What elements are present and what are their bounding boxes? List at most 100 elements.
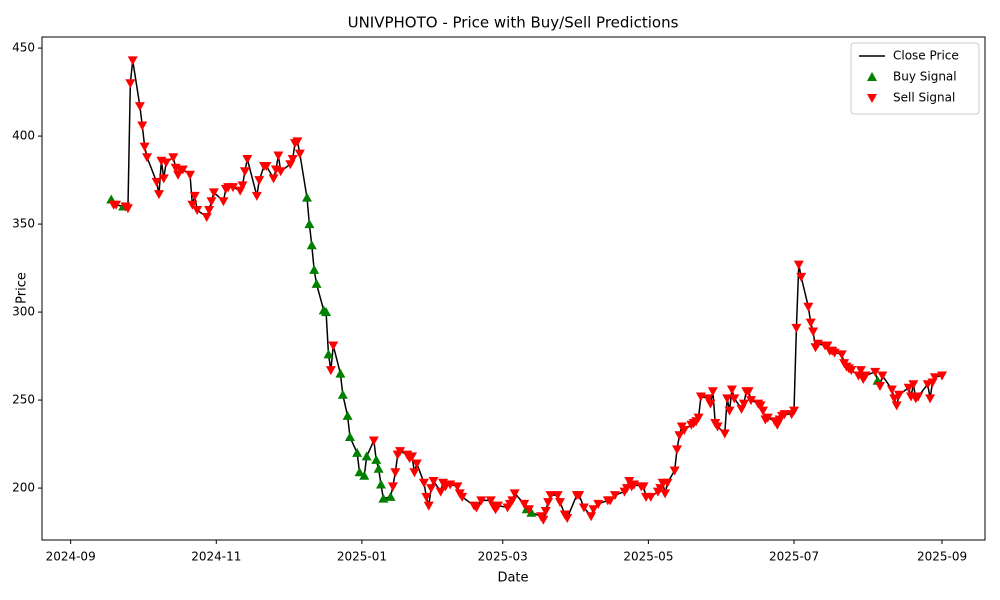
x-axis-label: Date <box>497 571 528 586</box>
legend-label: Buy Signal <box>893 70 957 84</box>
legend-label: Sell Signal <box>893 91 955 105</box>
sell-marker <box>894 390 905 400</box>
x-tick-label: 2025-09 <box>917 550 967 564</box>
sell-marker <box>738 399 749 409</box>
sell-marker <box>672 445 683 455</box>
sell-marker <box>125 79 136 89</box>
sell-marker <box>779 410 790 420</box>
x-tick-label: 2025-03 <box>478 550 528 564</box>
sell-marker <box>328 341 339 351</box>
sell-marker <box>457 492 468 502</box>
x-tick-label: 2024-11 <box>191 550 241 564</box>
sell-marker <box>543 498 554 508</box>
sell-marker <box>428 477 439 487</box>
sell-marker <box>540 506 551 516</box>
sell-marker <box>201 213 212 223</box>
y-tick-label: 450 <box>12 41 35 55</box>
sell-marker <box>127 56 138 66</box>
sell-marker <box>860 371 871 381</box>
sell-marker <box>793 260 804 270</box>
sell-marker <box>395 447 406 457</box>
sell-marker <box>755 401 766 411</box>
sell-marker <box>645 492 656 502</box>
buy-marker <box>304 219 315 229</box>
buy-marker <box>359 470 370 480</box>
sell-marker <box>726 385 737 395</box>
x-tick-label: 2025-05 <box>623 550 673 564</box>
sell-marker <box>578 503 589 513</box>
sell-marker <box>662 478 673 488</box>
sell-marker <box>874 382 885 392</box>
sell-marker <box>185 170 196 180</box>
sell-marker <box>208 188 219 198</box>
sell-marker <box>519 499 530 509</box>
sell-marker <box>624 477 635 487</box>
y-tick-label: 300 <box>12 305 35 319</box>
sell-marker <box>555 498 566 508</box>
sell-marker <box>261 162 272 172</box>
buy-marker <box>311 278 322 288</box>
sell-marker <box>192 206 203 216</box>
sell-marker <box>836 350 847 360</box>
sell-marker <box>925 394 936 404</box>
sell-marker <box>239 167 250 177</box>
y-tick-label: 400 <box>12 129 35 143</box>
sell-marker <box>206 197 217 207</box>
sell-marker <box>796 272 807 282</box>
sell-marker <box>593 499 604 509</box>
sell-marker <box>719 429 730 439</box>
sell-marker <box>588 505 599 515</box>
sell-marker <box>805 318 816 328</box>
sell-marker <box>538 515 549 525</box>
sell-marker <box>411 459 422 469</box>
sell-marker <box>426 484 437 494</box>
sell-marker <box>929 373 940 383</box>
sell-marker <box>886 385 897 395</box>
sell-marker <box>471 503 482 513</box>
buy-marker <box>337 389 348 399</box>
sell-marker <box>609 491 620 501</box>
buy-marker <box>321 307 332 317</box>
sell-marker <box>705 399 716 409</box>
sell-marker <box>669 466 680 476</box>
sell-marker <box>294 149 305 159</box>
sell-marker <box>168 153 179 163</box>
sell-marker <box>545 491 556 501</box>
sell-marker <box>509 489 520 499</box>
axes-frame <box>41 36 986 541</box>
plot-area <box>106 56 948 525</box>
sell-marker <box>660 489 671 499</box>
y-tick-label: 250 <box>12 393 35 407</box>
x-tick-label: 2025-07 <box>769 550 819 564</box>
sell-marker <box>485 496 496 506</box>
sell-marker <box>712 422 723 432</box>
buy-marker <box>361 451 372 461</box>
sell-marker <box>808 327 819 337</box>
sell-marker <box>237 181 248 191</box>
sell-marker <box>743 387 754 397</box>
sell-marker <box>325 366 336 376</box>
buy-marker <box>371 454 382 464</box>
buy-marker <box>306 240 317 250</box>
buy-marker <box>342 410 353 420</box>
buy-marker <box>344 432 355 442</box>
legend-label: Close Price <box>893 49 959 63</box>
sell-marker <box>409 468 420 478</box>
sell-marker <box>903 383 914 393</box>
sell-marker <box>158 174 169 184</box>
sell-marker <box>189 191 200 201</box>
legend-swatch <box>867 94 877 103</box>
sell-marker <box>153 190 164 200</box>
sell-marker <box>586 512 597 522</box>
sell-marker <box>679 426 690 436</box>
sell-marker <box>137 121 148 131</box>
sell-marker <box>418 478 429 488</box>
sell-marker <box>292 137 303 147</box>
sell-marker <box>803 302 814 312</box>
sell-marker <box>254 176 265 186</box>
buy-marker <box>301 192 312 202</box>
sell-marker <box>889 394 900 404</box>
buy-marker <box>323 349 334 359</box>
buy-marker <box>352 447 363 457</box>
